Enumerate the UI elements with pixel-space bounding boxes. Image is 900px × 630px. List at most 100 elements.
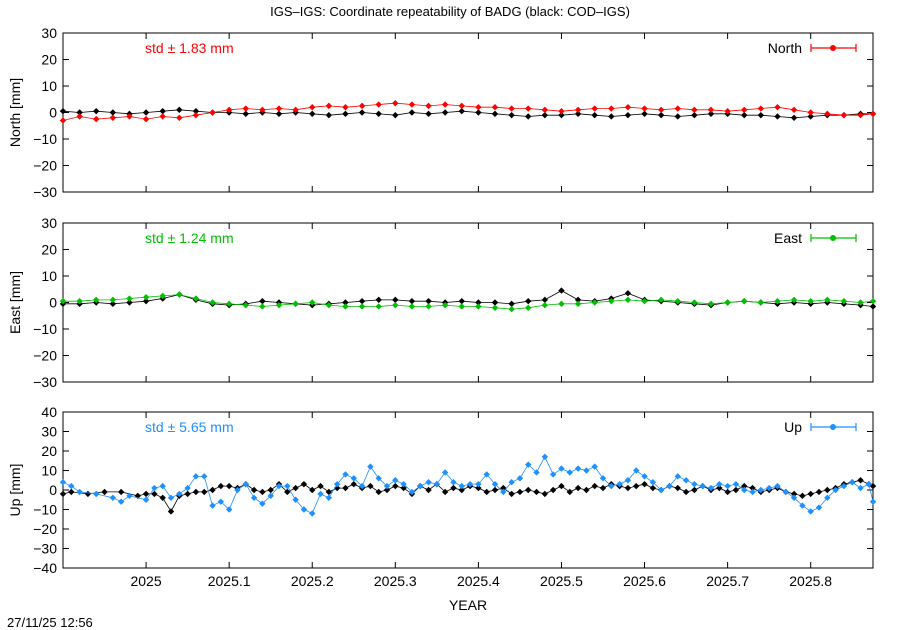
panel-up-series-up-point xyxy=(234,486,241,494)
panel-up-series-up xyxy=(59,453,877,517)
panel-north-series-north-point xyxy=(707,106,715,114)
panel-east-series-east-point xyxy=(757,299,765,306)
panel-up-series-cod-igs-point xyxy=(716,484,723,492)
panel-north-series-north-point xyxy=(624,104,632,111)
panel-up-series-up-point xyxy=(176,490,183,498)
x-tick-label: 2025.1 xyxy=(208,573,251,589)
panel-north-series-cod-igs-point xyxy=(691,111,698,119)
panel-up-series-cod-igs-point xyxy=(824,486,831,494)
panel-up-series-up-point xyxy=(275,482,283,490)
panel-up-series-cod-igs-point xyxy=(583,486,590,494)
panel-east-series-east-point xyxy=(707,300,715,308)
panel-up-series-up-point xyxy=(417,482,424,490)
panel-up-series-up-point xyxy=(691,480,698,488)
panel-up-series-cod-igs-point xyxy=(375,488,382,496)
panel-east-series-east-point xyxy=(126,295,133,302)
panel-up-series-up-point xyxy=(259,500,266,507)
panel-north-series-north-point xyxy=(475,104,482,111)
panel-north-series-north-point xyxy=(790,106,798,114)
x-tick-label: 2025.2 xyxy=(291,573,334,589)
panel-up-series-up-point xyxy=(284,482,291,490)
panel-north-series-north-point xyxy=(392,100,399,107)
panel-east-y-tick-label: 0 xyxy=(49,295,57,311)
panel-north-series-north xyxy=(59,100,877,124)
panel-east-y-tick-label: 10 xyxy=(41,268,57,284)
panel-up-series-cod-igs-point xyxy=(649,484,657,492)
panel-east-series-east-point xyxy=(325,301,333,309)
panel-east-series-cod-igs-point xyxy=(358,297,366,305)
panel-north-series-north-point xyxy=(93,115,100,123)
panel-north-series-north-point xyxy=(259,106,266,114)
timestamp: 27/11/25 12:56 xyxy=(7,615,93,630)
panel-up-series-cod-igs-point xyxy=(259,488,266,496)
panel-up-series-up-point xyxy=(699,482,706,490)
panel-east-series-east-point xyxy=(76,297,83,305)
panel-north-series-north-point xyxy=(59,117,67,124)
panel-east-series-cod-igs-point xyxy=(574,296,582,304)
panel-east-legend-label: East xyxy=(774,230,802,246)
panel-up-series-cod-igs-point xyxy=(549,486,557,494)
panel-up-series-up-point xyxy=(549,471,557,478)
panel-up-series-cod-igs-point xyxy=(117,488,125,496)
panel-east-series-cod-igs-point xyxy=(624,290,632,297)
panel-up-series-cod-igs-point xyxy=(574,484,582,492)
panel-north-series-north-point xyxy=(525,105,532,112)
panel-up-series-cod-igs-point xyxy=(59,490,67,498)
panel-north-series-north-point xyxy=(691,106,698,114)
panel-up-series-up-point xyxy=(441,469,449,476)
panel-east-y-tick-label: −10 xyxy=(33,321,57,337)
panel-up-series-up-point xyxy=(782,488,789,496)
panel-north-series-cod-igs-point xyxy=(358,109,366,116)
panel-north-y-tick-label: −20 xyxy=(33,158,57,174)
panel-north-series-north-point xyxy=(76,113,83,120)
panel-up-series-cod-igs-point xyxy=(342,484,349,492)
panel-north-series-cod-igs-point xyxy=(657,111,665,119)
panel-east-series-east-point xyxy=(176,291,183,298)
panel-up-series-up-point xyxy=(309,510,316,517)
panel-north-series-cod-igs-point xyxy=(242,110,249,118)
panel-up-series-up-point xyxy=(383,482,391,490)
panel-north-series-cod-igs-point xyxy=(508,111,515,119)
panel-up-series-cod-igs-point xyxy=(591,482,598,490)
panel-up-series-up-point xyxy=(741,486,748,494)
panel-north-series-cod-igs-point xyxy=(325,111,333,119)
panel-up-series-up-point xyxy=(832,486,839,494)
panel-up-legend-marker xyxy=(830,424,836,430)
panel-east-series-east-point xyxy=(159,292,166,300)
panel-north-series-north-point xyxy=(458,102,465,110)
panel-north-series-north-point xyxy=(242,105,249,112)
panel-north-series-cod-igs-point xyxy=(558,111,565,119)
panel-east-series-east-point xyxy=(475,303,482,310)
panel-up-series-cod-igs-point xyxy=(317,482,324,490)
panel-up-series-cod-igs-point xyxy=(491,486,499,494)
panel-east-series-cod-igs-point xyxy=(408,297,416,305)
panel-north-series-cod-igs-point xyxy=(525,113,532,120)
panel-up-series-up-point xyxy=(541,453,549,461)
panel-up-series-cod-igs-point xyxy=(325,488,333,496)
panel-up-series-up-point xyxy=(799,502,806,509)
panel-up-series-cod-igs-point xyxy=(217,482,225,490)
panel-east-series-cod-igs-point xyxy=(342,299,349,306)
panel-east-series-cod-igs-point xyxy=(558,287,565,294)
panel-up-series-cod-igs-point xyxy=(815,488,823,496)
panel-north-series-cod-igs-point xyxy=(176,106,183,114)
panel-up-series-cod-igs-point xyxy=(483,488,490,496)
panel-up-series-cod-igs-point xyxy=(641,480,648,488)
x-tick-label: 2025.6 xyxy=(623,573,666,589)
x-tick-label: 2025.4 xyxy=(457,573,500,589)
panel-up-series-cod-igs-point xyxy=(392,482,399,490)
panel-up-series-cod-igs-point xyxy=(533,488,540,496)
panel-north-series-cod-igs-point xyxy=(624,111,632,119)
panel-up-series-cod-igs-point xyxy=(292,484,299,492)
panel-up-series-up-point xyxy=(59,479,67,486)
panel-up-series-cod-igs-point xyxy=(284,488,291,496)
panel-east-series-east-point xyxy=(93,296,100,304)
panel-north-series-north-point xyxy=(807,109,814,116)
panel-up-series-cod-igs-point xyxy=(300,480,308,488)
panel-east-series-east-point xyxy=(624,296,632,304)
panel-up-series-cod-igs-point xyxy=(201,488,208,496)
panel-north-series-cod-igs-point xyxy=(309,110,316,118)
panel-up-series-cod-igs-point xyxy=(68,488,75,496)
panel-up-series-cod-igs-point xyxy=(267,486,274,494)
panel-east-series-east-point xyxy=(869,297,877,305)
